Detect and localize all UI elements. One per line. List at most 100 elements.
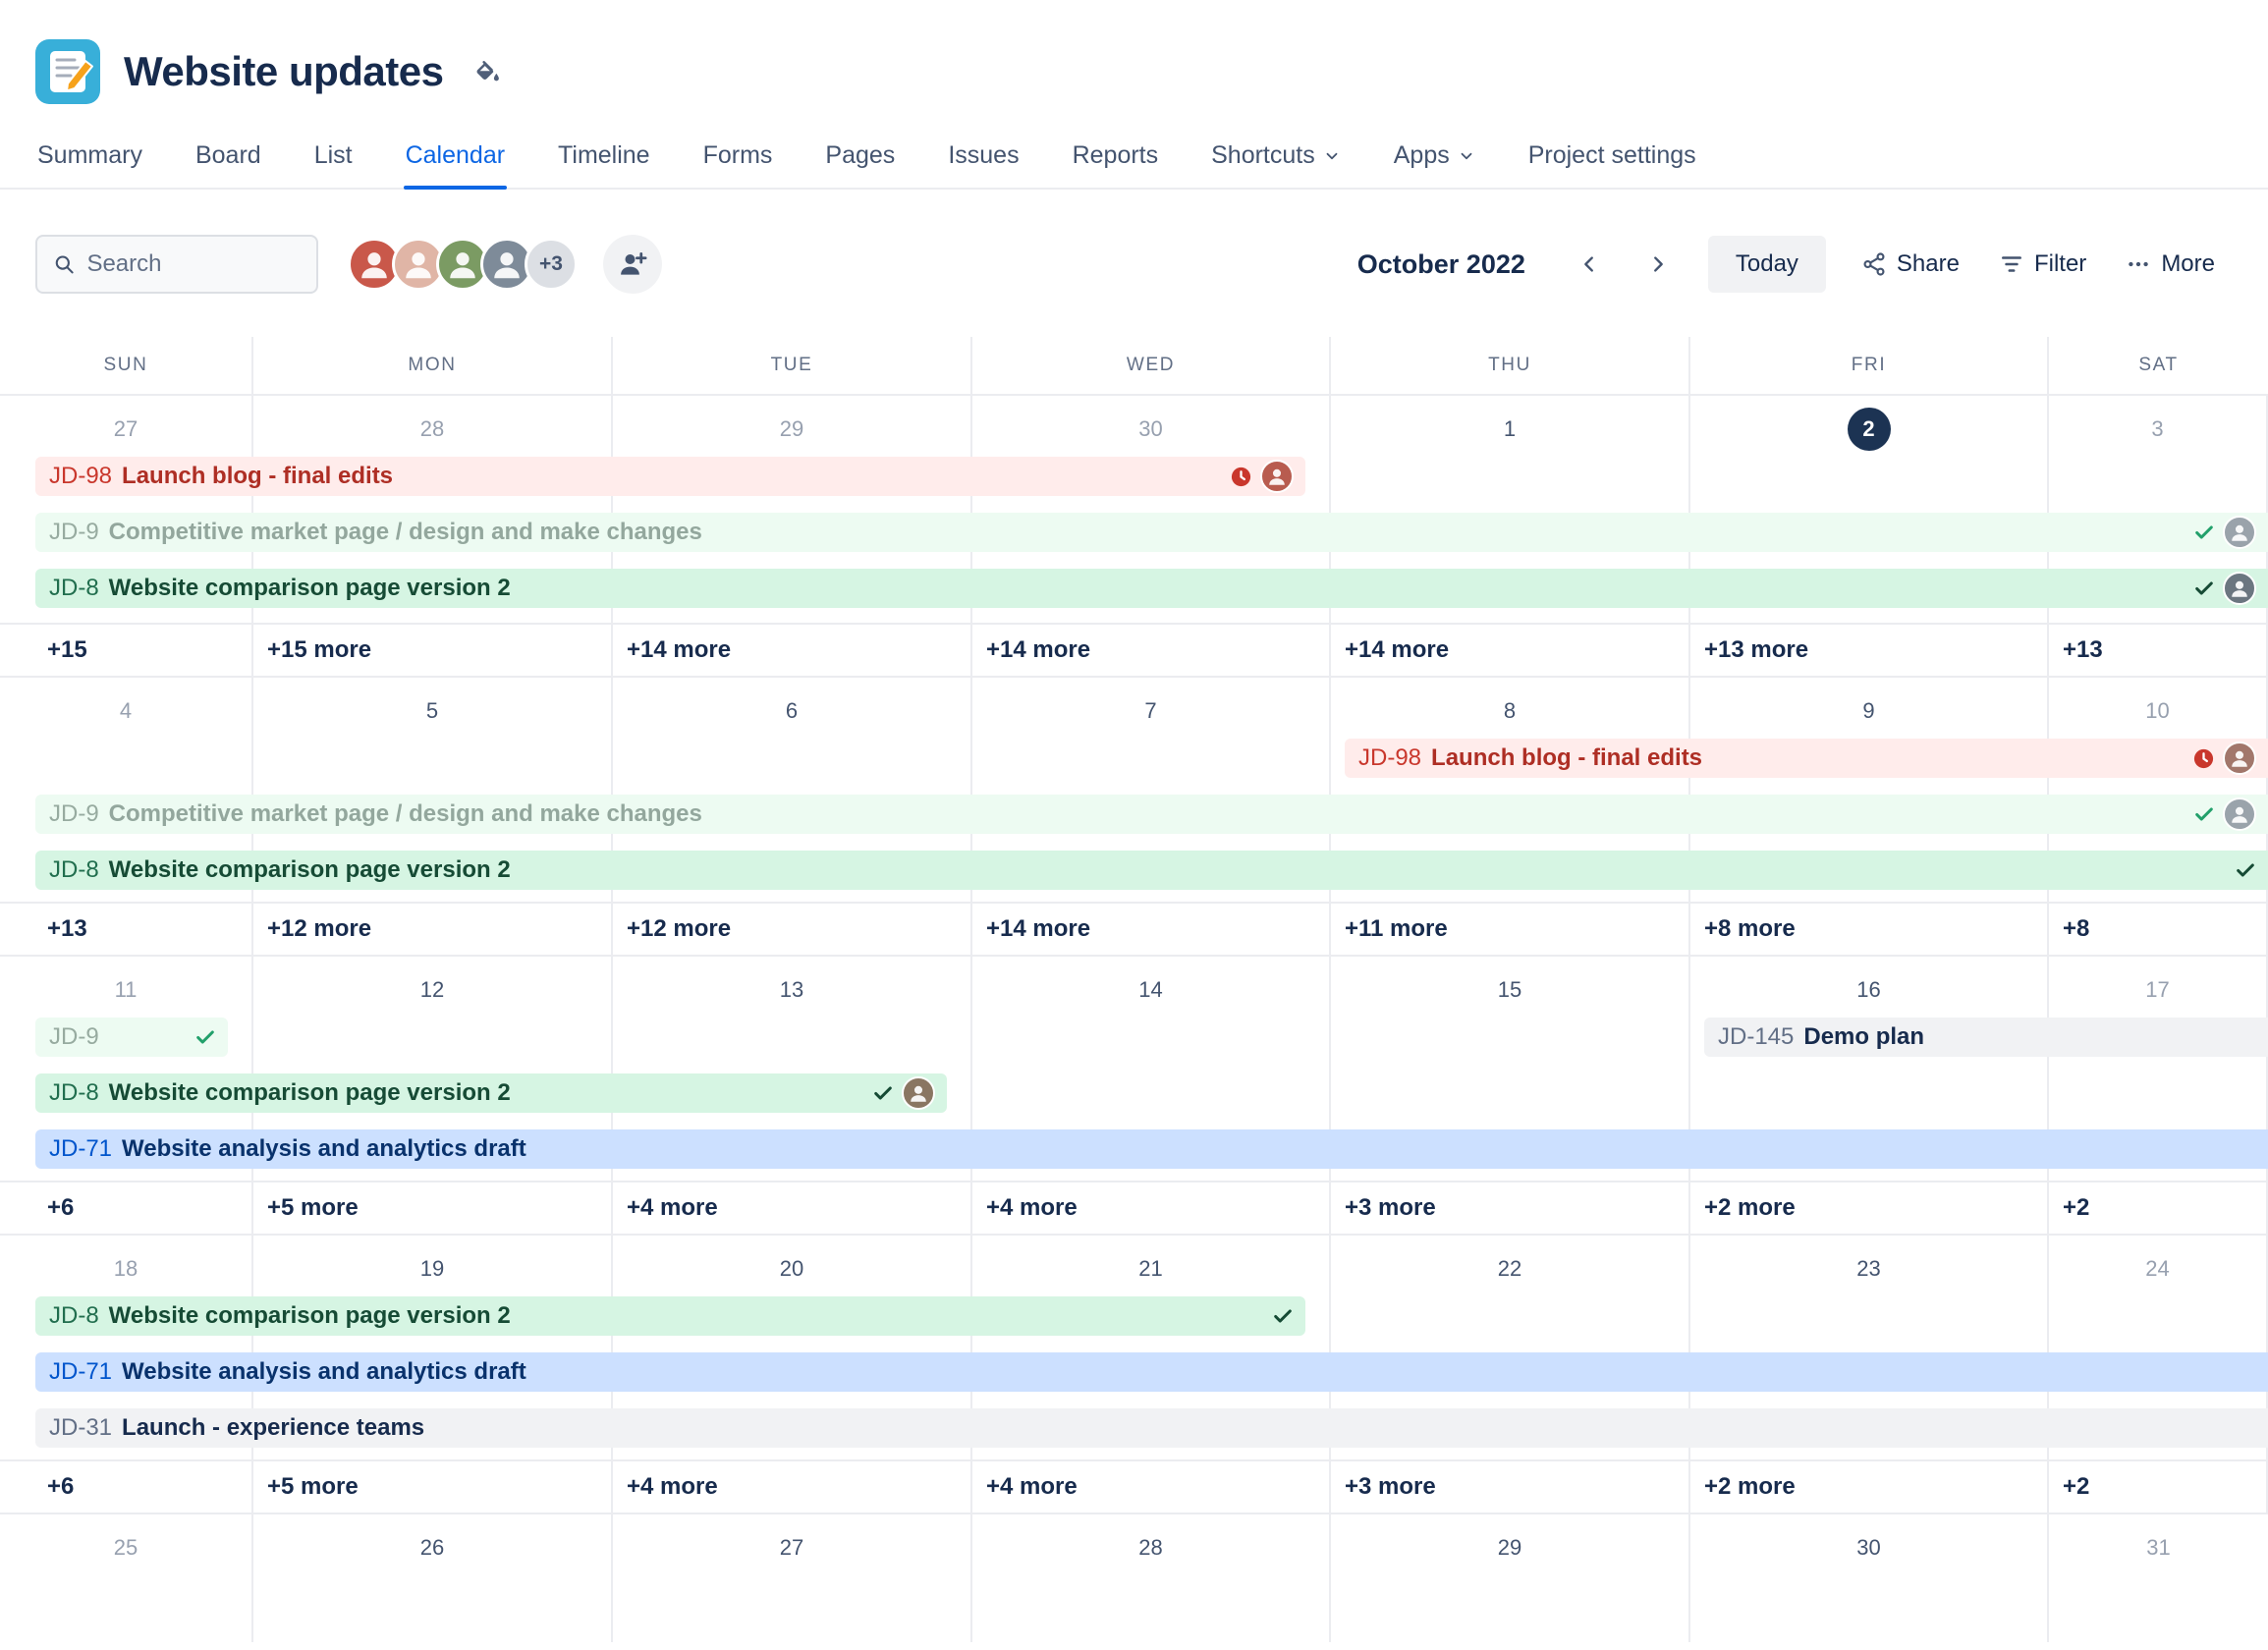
more-events-link[interactable]: +6 [0,1181,251,1234]
event-jd-98[interactable]: JD-98 Launch blog - final edits [1345,739,2268,778]
more-events-link[interactable]: +8 [2049,902,2266,955]
tab-issues[interactable]: Issues [946,134,1021,188]
date-number[interactable]: 14 [1138,977,1163,1002]
more-events-link[interactable]: +3 more [1331,1459,1688,1512]
more-events-link[interactable]: +15 [0,623,251,676]
more-events-link[interactable]: +14 more [1331,623,1688,676]
next-month-button[interactable] [1639,246,1677,283]
more-events-link[interactable]: +2 more [1690,1459,2047,1512]
date-number[interactable]: 17 [2145,977,2170,1002]
date-number[interactable]: 12 [419,977,445,1002]
more-events-link[interactable]: +14 more [972,623,1329,676]
more-events-link[interactable]: +8 more [1690,902,2047,955]
day-cell[interactable]: 15 +3 more [1331,957,1690,1234]
more-events-link[interactable]: +13 [0,902,251,955]
tab-reports[interactable]: Reports [1071,134,1161,188]
date-number[interactable]: 16 [1856,977,1881,1002]
day-cell[interactable]: 31 [2049,1514,2268,1642]
more-events-link[interactable]: +2 [2049,1181,2266,1234]
date-number[interactable]: 5 [425,698,439,723]
date-number[interactable]: 18 [113,1256,138,1281]
day-cell[interactable]: 27 [613,1514,972,1642]
date-number[interactable]: 27 [779,1535,804,1560]
date-number[interactable]: 7 [1144,698,1157,723]
search-input[interactable] [86,250,301,278]
tab-shortcuts[interactable]: Shortcuts [1209,134,1343,188]
search-box[interactable] [35,235,318,294]
date-number[interactable]: 31 [2146,1535,2171,1560]
date-number[interactable]: 24 [2145,1256,2170,1281]
day-cell[interactable]: 28 [972,1514,1331,1642]
event-jd-8[interactable]: JD-8 Website comparison page version 2 [35,1073,947,1113]
more-events-link[interactable]: +4 more [972,1459,1329,1512]
day-cell[interactable]: 30 [1690,1514,2049,1642]
more-events-link[interactable]: +5 more [253,1181,611,1234]
date-number[interactable]: 30 [1856,1535,1881,1560]
date-number[interactable]: 29 [779,416,804,441]
event-jd-9[interactable]: JD-9 Competitive market page / design and… [35,795,2268,834]
tab-board[interactable]: Board [194,134,263,188]
date-number[interactable]: 25 [113,1535,138,1560]
event-jd-145[interactable]: JD-145 Demo plan [1704,1018,2268,1057]
event-jd-98[interactable]: JD-98 Launch blog - final edits [35,457,1305,496]
date-number[interactable]: 8 [1503,698,1517,723]
date-number[interactable]: 9 [1862,698,1875,723]
more-events-link[interactable]: +2 more [1690,1181,2047,1234]
more-button[interactable]: More [2122,243,2219,286]
date-number[interactable]: 1 [1503,416,1517,441]
date-number[interactable]: 20 [779,1256,804,1281]
event-jd-8[interactable]: JD-8 Website comparison page version 2 [35,569,2268,608]
day-cell[interactable]: 13 +4 more [613,957,972,1234]
day-cell[interactable]: 14 +4 more [972,957,1331,1234]
event-jd-71[interactable]: JD-71 Website analysis and analytics draf… [35,1352,2268,1392]
tab-pages[interactable]: Pages [823,134,897,188]
event-jd-31[interactable]: JD-31 Launch - experience teams [35,1408,2268,1448]
day-cell[interactable]: 16 +2 more [1690,957,2049,1234]
filter-button[interactable]: Filter [1995,243,2090,286]
date-number[interactable]: 15 [1497,977,1522,1002]
event-jd-9[interactable]: JD-9 [35,1018,228,1057]
date-number[interactable]: 28 [419,416,445,441]
more-events-link[interactable]: +6 [0,1459,251,1512]
more-events-link[interactable]: +13 [2049,623,2266,676]
more-events-link[interactable]: +14 more [613,623,970,676]
more-events-link[interactable]: +3 more [1331,1181,1688,1234]
more-events-link[interactable]: +11 more [1331,902,1688,955]
date-number[interactable]: 3 [2151,416,2164,441]
tab-forms[interactable]: Forms [701,134,775,188]
more-events-link[interactable]: +12 more [613,902,970,955]
more-events-link[interactable]: +4 more [972,1181,1329,1234]
more-events-link[interactable]: +2 [2049,1459,2266,1512]
date-number[interactable]: 21 [1138,1256,1163,1281]
tab-summary[interactable]: Summary [35,134,144,188]
day-cell[interactable]: 7 +14 more [972,678,1331,955]
more-events-link[interactable]: +5 more [253,1459,611,1512]
day-cell[interactable]: 26 [253,1514,613,1642]
date-number[interactable]: 4 [119,698,133,723]
previous-month-button[interactable] [1571,246,1608,283]
share-button[interactable]: Share [1857,243,1964,286]
date-number[interactable]: 13 [779,977,804,1002]
date-number[interactable]: 27 [113,416,138,441]
event-jd-71[interactable]: JD-71 Website analysis and analytics draf… [35,1129,2268,1169]
user-avatar-2[interactable] [392,238,445,291]
more-events-link[interactable]: +13 more [1690,623,2047,676]
day-cell[interactable]: 17 +2 [2049,957,2268,1234]
date-number[interactable]: 26 [419,1535,445,1560]
avatar-overflow-count[interactable]: +3 [525,238,578,291]
tab-timeline[interactable]: Timeline [556,134,652,188]
paint-icon[interactable] [472,57,502,86]
date-number[interactable]: 22 [1497,1256,1522,1281]
tab-calendar[interactable]: Calendar [403,134,508,190]
day-cell[interactable]: 2 +13 more [1690,396,2049,676]
tab-project-settings[interactable]: Project settings [1526,134,1698,188]
more-events-link[interactable]: +4 more [613,1181,970,1234]
event-jd-9[interactable]: JD-9 Competitive market page / design and… [35,513,2268,552]
date-number[interactable]: 23 [1856,1256,1881,1281]
more-events-link[interactable]: +4 more [613,1459,970,1512]
date-number[interactable]: 6 [785,698,799,723]
event-jd-8[interactable]: JD-8 Website comparison page version 2 [35,1296,1305,1336]
day-cell[interactable]: 25 [0,1514,253,1642]
tab-list[interactable]: List [312,134,355,188]
event-jd-8[interactable]: JD-8 Website comparison page version 2 [35,851,2268,890]
